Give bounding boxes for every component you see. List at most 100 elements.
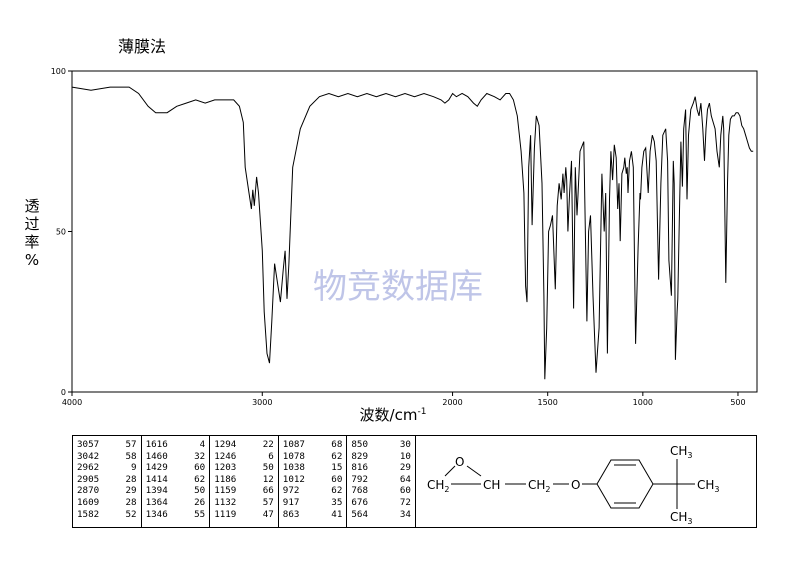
peak-wavenumber: 1609 xyxy=(77,496,100,508)
epoxide-o-label: O xyxy=(455,455,464,469)
x-tick-label-500: 500 xyxy=(730,398,745,407)
peak-wavenumber: 1087 xyxy=(282,439,305,450)
peak-wavenumber: 1460 xyxy=(145,450,168,462)
peak-wavenumber: 1186 xyxy=(214,473,237,485)
x-tick-label-1000: 1000 xyxy=(633,398,653,407)
peak-row: 2870 29 xyxy=(77,485,137,497)
peak-transmittance: 50 xyxy=(262,462,274,474)
peak-wavenumber: 1582 xyxy=(77,508,100,520)
peak-row: 768 60 xyxy=(351,485,411,497)
peak-transmittance: 52 xyxy=(125,508,137,520)
peak-transmittance: 62 xyxy=(331,450,343,462)
peak-transmittance: 12 xyxy=(262,473,274,485)
peak-wavenumber: 1159 xyxy=(214,485,237,497)
peak-wavenumber: 1132 xyxy=(214,496,237,508)
peak-transmittance: 6 xyxy=(268,450,274,462)
peak-row: 1087 68 xyxy=(283,439,343,451)
peak-wavenumber: 1038 xyxy=(282,462,305,474)
peak-transmittance: 41 xyxy=(331,508,343,520)
epoxide-ch2-label: CH2 xyxy=(427,478,450,494)
peak-wavenumber: 1246 xyxy=(214,450,237,462)
molecule-structure: O CH2 CH CH2 O CH3 CH3 CH3 xyxy=(427,444,720,526)
peak-wavenumber: 1078 xyxy=(282,450,305,462)
peak-transmittance: 66 xyxy=(262,485,274,497)
peak-transmittance: 60 xyxy=(331,473,343,485)
peak-row: 1364 26 xyxy=(146,497,206,509)
peak-table: 3057 57 3042 58 2962 9 2905 28 2870 29 1609 28 1582 5… xyxy=(72,435,416,528)
y-axis-label: 透过率% xyxy=(24,197,39,269)
peak-transmittance: 29 xyxy=(399,462,411,474)
peak-transmittance: 4 xyxy=(199,439,206,450)
peak-transmittance: 47 xyxy=(262,508,274,520)
peak-row: 1119 47 xyxy=(214,509,274,521)
structure-panel: O CH2 CH CH2 O CH3 CH3 CH3 xyxy=(415,435,757,528)
peak-row: 1038 15 xyxy=(283,462,343,474)
peak-row: 1078 62 xyxy=(283,451,343,463)
peak-wavenumber: 917 xyxy=(282,496,300,508)
peak-wavenumber: 850 xyxy=(351,439,368,450)
peak-transmittance: 9 xyxy=(131,462,137,474)
peak-wavenumber: 3057 xyxy=(77,439,100,450)
peak-wavenumber: 972 xyxy=(282,485,300,497)
peak-wavenumber: 863 xyxy=(282,508,300,520)
peak-column: 1616 4 1460 32 1429 60 1414 62 1394 50 1364 26 1346 5… xyxy=(142,436,211,527)
x-tick-label-1500: 1500 xyxy=(538,398,558,407)
x-tick-label-3000: 3000 xyxy=(252,398,272,407)
peak-row: 1159 66 xyxy=(214,485,274,497)
y-tick-label-50: 50 xyxy=(56,228,66,237)
peak-wavenumber: 792 xyxy=(351,473,368,485)
peak-wavenumber: 2962 xyxy=(77,462,100,474)
peak-transmittance: 50 xyxy=(194,485,206,497)
peak-wavenumber: 1394 xyxy=(145,485,168,497)
peak-transmittance: 57 xyxy=(125,439,137,450)
ether-o-label: O xyxy=(571,478,580,492)
peak-row: 1203 50 xyxy=(214,462,274,474)
peak-row: 564 34 xyxy=(351,509,411,521)
peak-wavenumber: 564 xyxy=(351,508,368,520)
peak-transmittance: 55 xyxy=(194,508,206,520)
peak-row: 1609 28 xyxy=(77,497,137,509)
peak-transmittance: 28 xyxy=(125,473,137,485)
peak-wavenumber: 1346 xyxy=(145,508,168,520)
peak-wavenumber: 676 xyxy=(351,496,368,508)
peak-wavenumber: 1616 xyxy=(145,439,168,450)
peak-transmittance: 34 xyxy=(399,508,411,520)
peak-row: 1460 32 xyxy=(146,451,206,463)
x-axis-label: 波数/cm-1 xyxy=(360,406,427,424)
peak-transmittance: 60 xyxy=(194,462,206,474)
peak-row: 1582 52 xyxy=(77,509,137,521)
peak-wavenumber: 1119 xyxy=(214,508,237,520)
y-tick-label-100: 100 xyxy=(51,67,66,76)
peak-row: 829 10 xyxy=(351,451,411,463)
peak-transmittance: 68 xyxy=(331,439,343,450)
peak-row: 1616 4 xyxy=(146,439,206,451)
peak-column: 1294 22 1246 6 1203 50 1186 12 1159 66 1132 57 1119 4… xyxy=(210,436,279,527)
peak-wavenumber: 1203 xyxy=(214,462,237,474)
x-tick-label-4000: 4000 xyxy=(62,398,82,407)
peak-wavenumber: 2905 xyxy=(77,473,100,485)
peak-row: 972 62 xyxy=(283,485,343,497)
plot-frame xyxy=(71,70,758,393)
peak-transmittance: 35 xyxy=(331,496,343,508)
peak-transmittance: 26 xyxy=(194,496,206,508)
peak-transmittance: 32 xyxy=(194,450,206,462)
x-tick-label-2000: 2000 xyxy=(442,398,462,407)
peak-column: 3057 57 3042 58 2962 9 2905 28 2870 29 1609 28 1582 5… xyxy=(73,436,142,527)
peak-row: 1186 12 xyxy=(214,474,274,486)
peak-transmittance: 28 xyxy=(125,496,137,508)
peak-row: 1394 50 xyxy=(146,485,206,497)
peak-transmittance: 29 xyxy=(125,485,137,497)
peak-wavenumber: 3042 xyxy=(77,450,100,462)
peak-wavenumber: 1429 xyxy=(145,462,168,474)
x-axis-label-text: 波数/cm xyxy=(360,406,418,424)
ch-label: CH xyxy=(483,478,500,492)
peak-transmittance: 30 xyxy=(399,439,411,450)
peak-row: 1414 62 xyxy=(146,474,206,486)
ch2-label: CH2 xyxy=(528,478,551,494)
peak-transmittance: 64 xyxy=(399,473,411,485)
peak-row: 1429 60 xyxy=(146,462,206,474)
y-tick-label-0: 0 xyxy=(61,388,66,397)
peak-transmittance: 72 xyxy=(399,496,411,508)
peak-row: 2962 9 xyxy=(77,462,137,474)
peak-wavenumber: 829 xyxy=(351,450,368,462)
